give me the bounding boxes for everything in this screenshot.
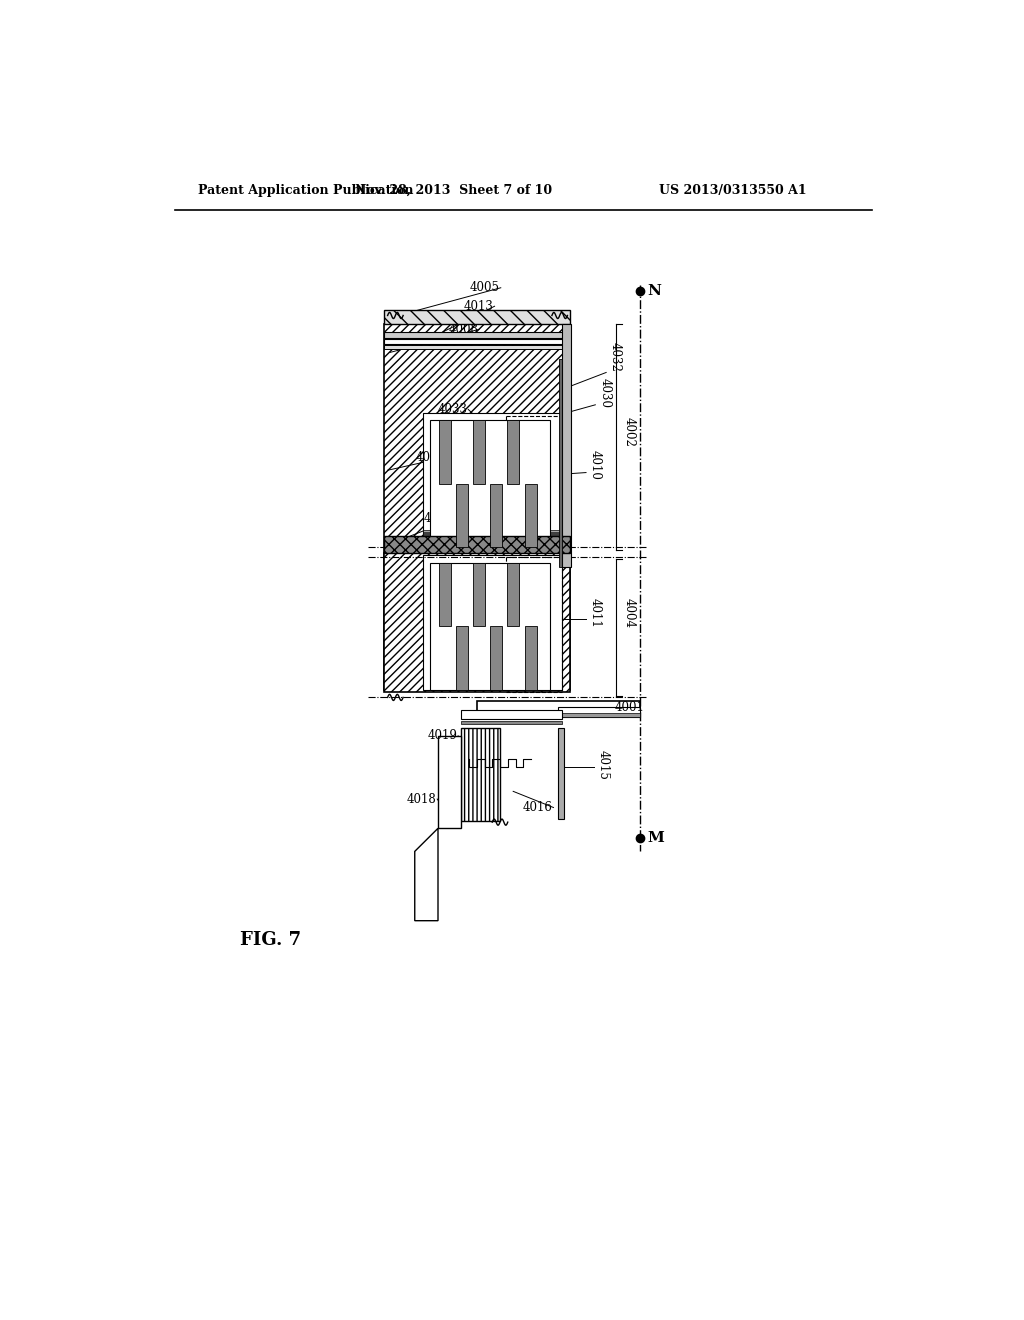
Bar [438, 737, 461, 829]
Text: 4010: 4010 [589, 450, 602, 479]
Text: 4031: 4031 [430, 421, 460, 434]
Bar [439, 420, 451, 483]
Text: Nov. 28, 2013  Sheet 7 of 10: Nov. 28, 2013 Sheet 7 of 10 [355, 183, 552, 197]
Text: 4018: 4018 [407, 792, 436, 805]
Text: 4011: 4011 [589, 598, 602, 627]
Text: 4008: 4008 [449, 323, 478, 335]
Bar [558, 729, 564, 818]
Bar [490, 483, 503, 548]
Text: N: N [647, 284, 662, 298]
Text: 4032: 4032 [608, 342, 622, 372]
Bar [423, 535, 562, 536]
Bar [430, 562, 550, 689]
Text: US 2013/0313550 A1: US 2013/0313550 A1 [658, 183, 806, 197]
Bar [490, 626, 503, 689]
Bar [423, 544, 562, 545]
Polygon shape [415, 829, 438, 921]
Bar [423, 412, 562, 548]
Text: 4004: 4004 [623, 598, 636, 628]
Text: 4006: 4006 [416, 450, 445, 463]
Bar [508, 562, 519, 626]
Text: 4030: 4030 [598, 379, 611, 408]
Bar [384, 536, 569, 553]
Bar [384, 323, 569, 689]
Text: 4033: 4033 [437, 403, 467, 416]
Bar [562, 323, 571, 566]
Bar [461, 710, 562, 719]
Bar [461, 721, 562, 725]
Bar [558, 706, 640, 717]
Text: 4001: 4001 [614, 701, 644, 714]
Bar [508, 420, 519, 483]
Bar [473, 420, 485, 483]
Text: 4005: 4005 [470, 281, 500, 294]
Text: M: M [647, 830, 665, 845]
Text: 4016: 4016 [523, 801, 553, 814]
Bar [384, 553, 569, 692]
Text: 4015: 4015 [597, 750, 610, 780]
Bar [456, 626, 468, 689]
Bar [524, 483, 537, 548]
Bar [384, 345, 569, 348]
Bar [423, 533, 562, 535]
Bar [423, 531, 562, 532]
Text: Patent Application Publication: Patent Application Publication [198, 183, 414, 197]
Bar [384, 310, 569, 323]
Bar [423, 540, 562, 541]
Bar [456, 483, 468, 548]
Text: 4013: 4013 [464, 300, 494, 313]
Bar [384, 331, 569, 338]
Bar [524, 626, 537, 689]
Bar [430, 420, 550, 548]
Text: 4019: 4019 [427, 730, 458, 742]
Bar [477, 713, 640, 717]
Bar [473, 562, 485, 626]
Bar [423, 537, 562, 539]
Bar [477, 701, 640, 713]
Bar [439, 562, 451, 626]
Bar [423, 554, 562, 689]
Text: 4035: 4035 [424, 512, 454, 525]
Bar [461, 729, 500, 821]
Bar [423, 543, 562, 544]
Bar [384, 339, 569, 345]
Bar [559, 359, 562, 566]
Text: 4002: 4002 [623, 417, 636, 446]
Text: FIG. 7: FIG. 7 [241, 931, 301, 949]
